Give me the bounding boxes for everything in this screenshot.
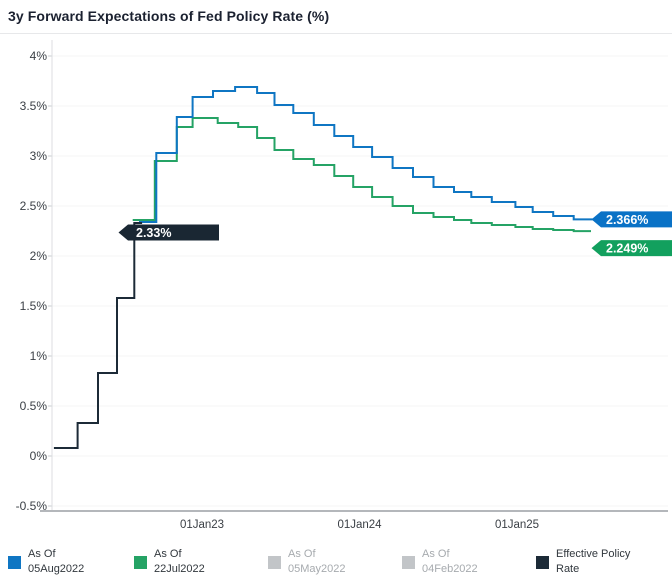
y-tick-label: 0.5% xyxy=(20,399,48,413)
legend-swatch xyxy=(134,555,147,569)
y-tick-label: 3% xyxy=(30,149,48,163)
legend-label: Effective Policy Rate xyxy=(556,548,631,575)
y-tick-label: 2% xyxy=(30,249,48,263)
legend: As Of 05Aug2022 As Of 22Jul2022 As Of 05May20… xyxy=(0,541,672,583)
legend-item-04feb2022[interactable]: As Of 04Feb2022 xyxy=(402,541,536,583)
legend-swatch xyxy=(402,555,415,569)
legend-swatch xyxy=(268,555,281,569)
legend-swatch xyxy=(8,555,21,569)
x-tick-label: 01Jan23 xyxy=(180,519,224,531)
end-label-blue: 2.366% xyxy=(591,211,672,228)
series-line-as-of-05aug2022 xyxy=(139,86,593,223)
chart-plot-area[interactable]: 4% 3.5% 3% 2.5% 2% 1.5% 1% 0.5% 0% -0.5% 01Jan23 01… xyxy=(0,0,672,541)
title-divider xyxy=(0,33,672,34)
legend-label: As Of 05Aug2022 xyxy=(28,548,85,575)
y-tick-label: 2.5% xyxy=(20,199,48,213)
legend-item-22jul2022[interactable]: As Of 22Jul2022 xyxy=(134,541,268,583)
svg-text:2.366%: 2.366% xyxy=(606,213,648,227)
legend-label: As Of 04Feb2022 xyxy=(422,548,478,575)
legend-label: As Of 05May2022 xyxy=(288,548,346,575)
y-tick-label: 1.5% xyxy=(20,299,48,313)
y-tick-label: 3.5% xyxy=(20,99,48,113)
annotation-effective-rate: 2.33% xyxy=(118,224,219,241)
x-tick-label: 01Jan25 xyxy=(495,519,539,531)
y-tick-label: 4% xyxy=(30,49,48,63)
y-tick-label: 0% xyxy=(30,449,48,463)
legend-label: As Of 22Jul2022 xyxy=(154,548,205,575)
series-line-as-of-22jul2022 xyxy=(132,117,591,233)
y-tick-label: -0.5% xyxy=(16,499,48,513)
svg-text:2.249%: 2.249% xyxy=(606,242,648,256)
legend-item-05aug2022[interactable]: As Of 05Aug2022 xyxy=(0,541,134,583)
end-label-green: 2.249% xyxy=(591,240,672,257)
y-tick-label: 1% xyxy=(30,349,48,363)
legend-item-05may2022[interactable]: As Of 05May2022 xyxy=(268,541,402,583)
legend-item-rate[interactable]: Effective Policy Rate xyxy=(536,541,670,583)
svg-text:2.33%: 2.33% xyxy=(136,226,171,240)
series-line-effective-policy-rate xyxy=(53,222,143,449)
legend-swatch xyxy=(536,555,549,569)
x-tick-label: 01Jan24 xyxy=(337,519,382,531)
page-title: 3y Forward Expectations of Fed Policy Ra… xyxy=(8,8,330,24)
